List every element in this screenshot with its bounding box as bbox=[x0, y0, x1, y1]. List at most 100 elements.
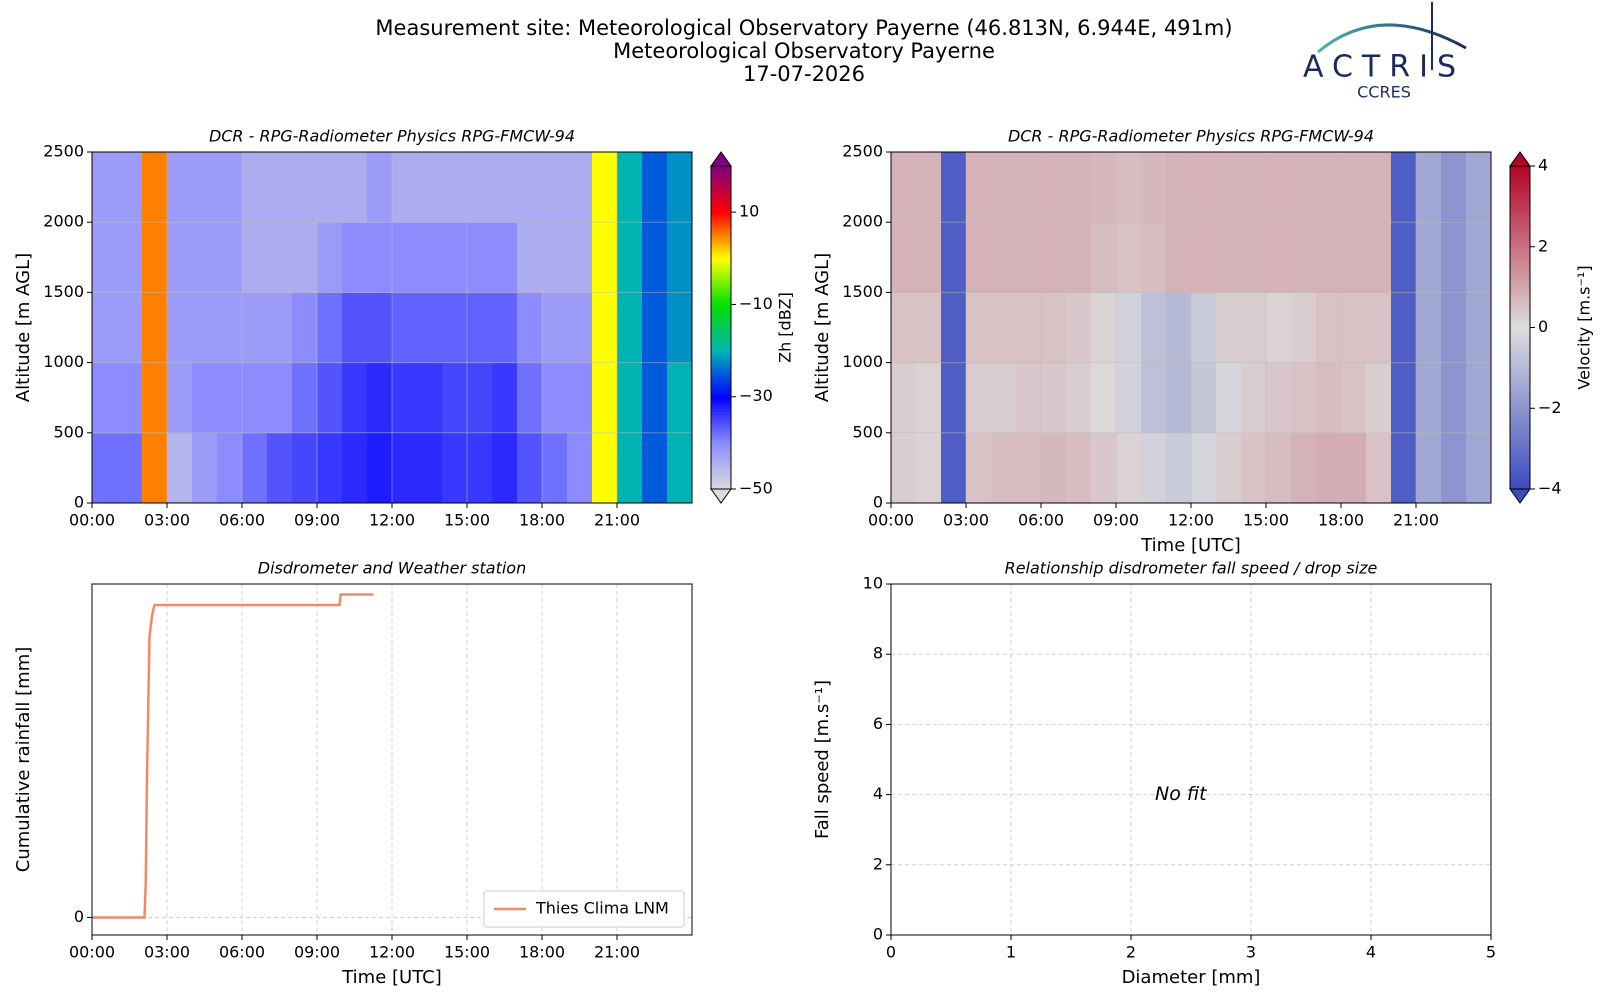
heat-cell bbox=[1291, 222, 1317, 293]
colorbar-step bbox=[711, 266, 731, 270]
heat-cell bbox=[92, 222, 118, 293]
heat-cell bbox=[367, 362, 393, 434]
heat-cell bbox=[667, 432, 693, 504]
heat-cell bbox=[1216, 292, 1242, 364]
colorbar-step bbox=[711, 172, 731, 177]
colorbar-step bbox=[711, 395, 731, 400]
header-subtitle: Meteorological Observatory Payerne bbox=[613, 39, 995, 63]
heat-cell bbox=[1041, 292, 1067, 364]
heat-cell bbox=[1366, 222, 1392, 293]
heat-cell bbox=[417, 292, 443, 364]
heat-cell bbox=[567, 432, 593, 504]
colorbar-step bbox=[711, 204, 731, 209]
heat-cell bbox=[167, 222, 193, 293]
heat-cell bbox=[966, 152, 992, 223]
colorbar-step bbox=[1510, 430, 1530, 435]
colorbar-tick-label: −2 bbox=[1538, 398, 1562, 417]
x-tick-label: 00:00 bbox=[69, 511, 115, 530]
heat-cell bbox=[1441, 222, 1467, 293]
colorbar-step bbox=[711, 233, 731, 238]
x-tick-label: 06:00 bbox=[219, 511, 265, 530]
heat-cell bbox=[142, 432, 168, 504]
heat-cell bbox=[916, 222, 942, 293]
colorbar-step bbox=[711, 249, 731, 254]
heat-cell bbox=[267, 362, 293, 434]
heat-cell bbox=[267, 292, 293, 364]
heat-cell bbox=[891, 362, 917, 434]
colorbar-step bbox=[711, 324, 731, 329]
colorbar-step bbox=[1510, 375, 1530, 380]
heat-cell bbox=[617, 362, 643, 434]
colorbar-step bbox=[711, 479, 731, 484]
colorbar-step bbox=[1510, 256, 1530, 261]
heat-cell bbox=[467, 292, 493, 364]
colorbar-step bbox=[711, 469, 731, 474]
heat-cell bbox=[1166, 292, 1192, 364]
x-tick-label: 12:00 bbox=[369, 943, 415, 962]
heat-cell bbox=[592, 222, 618, 293]
colorbar-step bbox=[1510, 424, 1530, 429]
colorbar-step bbox=[711, 295, 731, 300]
heat-cell bbox=[317, 432, 343, 504]
heat-cell bbox=[567, 152, 593, 223]
colorbar-step bbox=[711, 379, 731, 384]
colorbar-step bbox=[1510, 450, 1530, 455]
colorbar-step bbox=[1510, 337, 1530, 342]
colorbar-step bbox=[1510, 437, 1530, 442]
colorbar-frame bbox=[710, 165, 732, 490]
heat-cell bbox=[217, 362, 243, 434]
x-tick-label: 21:00 bbox=[594, 943, 640, 962]
colorbar-extend-bottom bbox=[710, 488, 732, 504]
heat-cell bbox=[1416, 432, 1442, 504]
heat-cell bbox=[467, 152, 493, 223]
colorbar-step bbox=[711, 333, 731, 338]
heat-cell bbox=[941, 292, 967, 364]
heat-cell bbox=[1291, 432, 1317, 504]
colorbar-step bbox=[711, 447, 731, 451]
colorbar-step bbox=[1510, 388, 1530, 393]
heat-cell bbox=[167, 432, 193, 504]
colorbar-step bbox=[711, 472, 731, 477]
colorbar-step bbox=[1510, 469, 1530, 474]
colorbar-step bbox=[1510, 459, 1530, 464]
colorbar-step bbox=[1510, 476, 1530, 480]
colorbar-step bbox=[1510, 301, 1530, 306]
colorbar-step bbox=[711, 182, 731, 186]
x-tick-label: 15:00 bbox=[444, 511, 490, 530]
heat-cell bbox=[1316, 432, 1342, 504]
heat-cell bbox=[1141, 222, 1167, 293]
heat-cell bbox=[1066, 432, 1092, 504]
colorbar-step bbox=[711, 388, 731, 393]
heat-cell bbox=[192, 152, 218, 223]
colorbar-step bbox=[1510, 282, 1530, 287]
heat-cell bbox=[991, 222, 1017, 293]
plot-frame bbox=[890, 151, 1492, 504]
plot-frame bbox=[91, 583, 693, 936]
logo-text: ACTRIS bbox=[1303, 50, 1465, 85]
x-tick-label: 09:00 bbox=[294, 511, 340, 530]
heat-cell bbox=[1466, 432, 1492, 504]
colorbar-step bbox=[1510, 220, 1530, 225]
heat-cell bbox=[142, 292, 168, 364]
colorbar-step bbox=[1510, 440, 1530, 445]
heat-cell bbox=[916, 152, 942, 223]
colorbar-step bbox=[1510, 359, 1530, 364]
colorbar-step bbox=[1510, 249, 1530, 254]
colorbar-step bbox=[1510, 311, 1530, 316]
colorbar-step bbox=[1510, 330, 1530, 335]
colorbar-step bbox=[711, 211, 731, 216]
colorbar-step bbox=[1510, 237, 1530, 241]
colorbar-tick-label: −10 bbox=[739, 294, 773, 313]
colorbar-step bbox=[1510, 472, 1530, 477]
heat-cell bbox=[117, 222, 143, 293]
heat-cell bbox=[317, 222, 343, 293]
colorbar-step bbox=[711, 214, 731, 219]
heat-cell bbox=[342, 362, 368, 434]
colorbar-step bbox=[1510, 324, 1530, 329]
heat-cell bbox=[642, 362, 668, 434]
colorbar-step bbox=[1510, 333, 1530, 338]
heat-cell bbox=[1341, 292, 1367, 364]
colorbar-step bbox=[1510, 246, 1530, 251]
heat-cell bbox=[642, 222, 668, 293]
heat-cell bbox=[367, 222, 393, 293]
